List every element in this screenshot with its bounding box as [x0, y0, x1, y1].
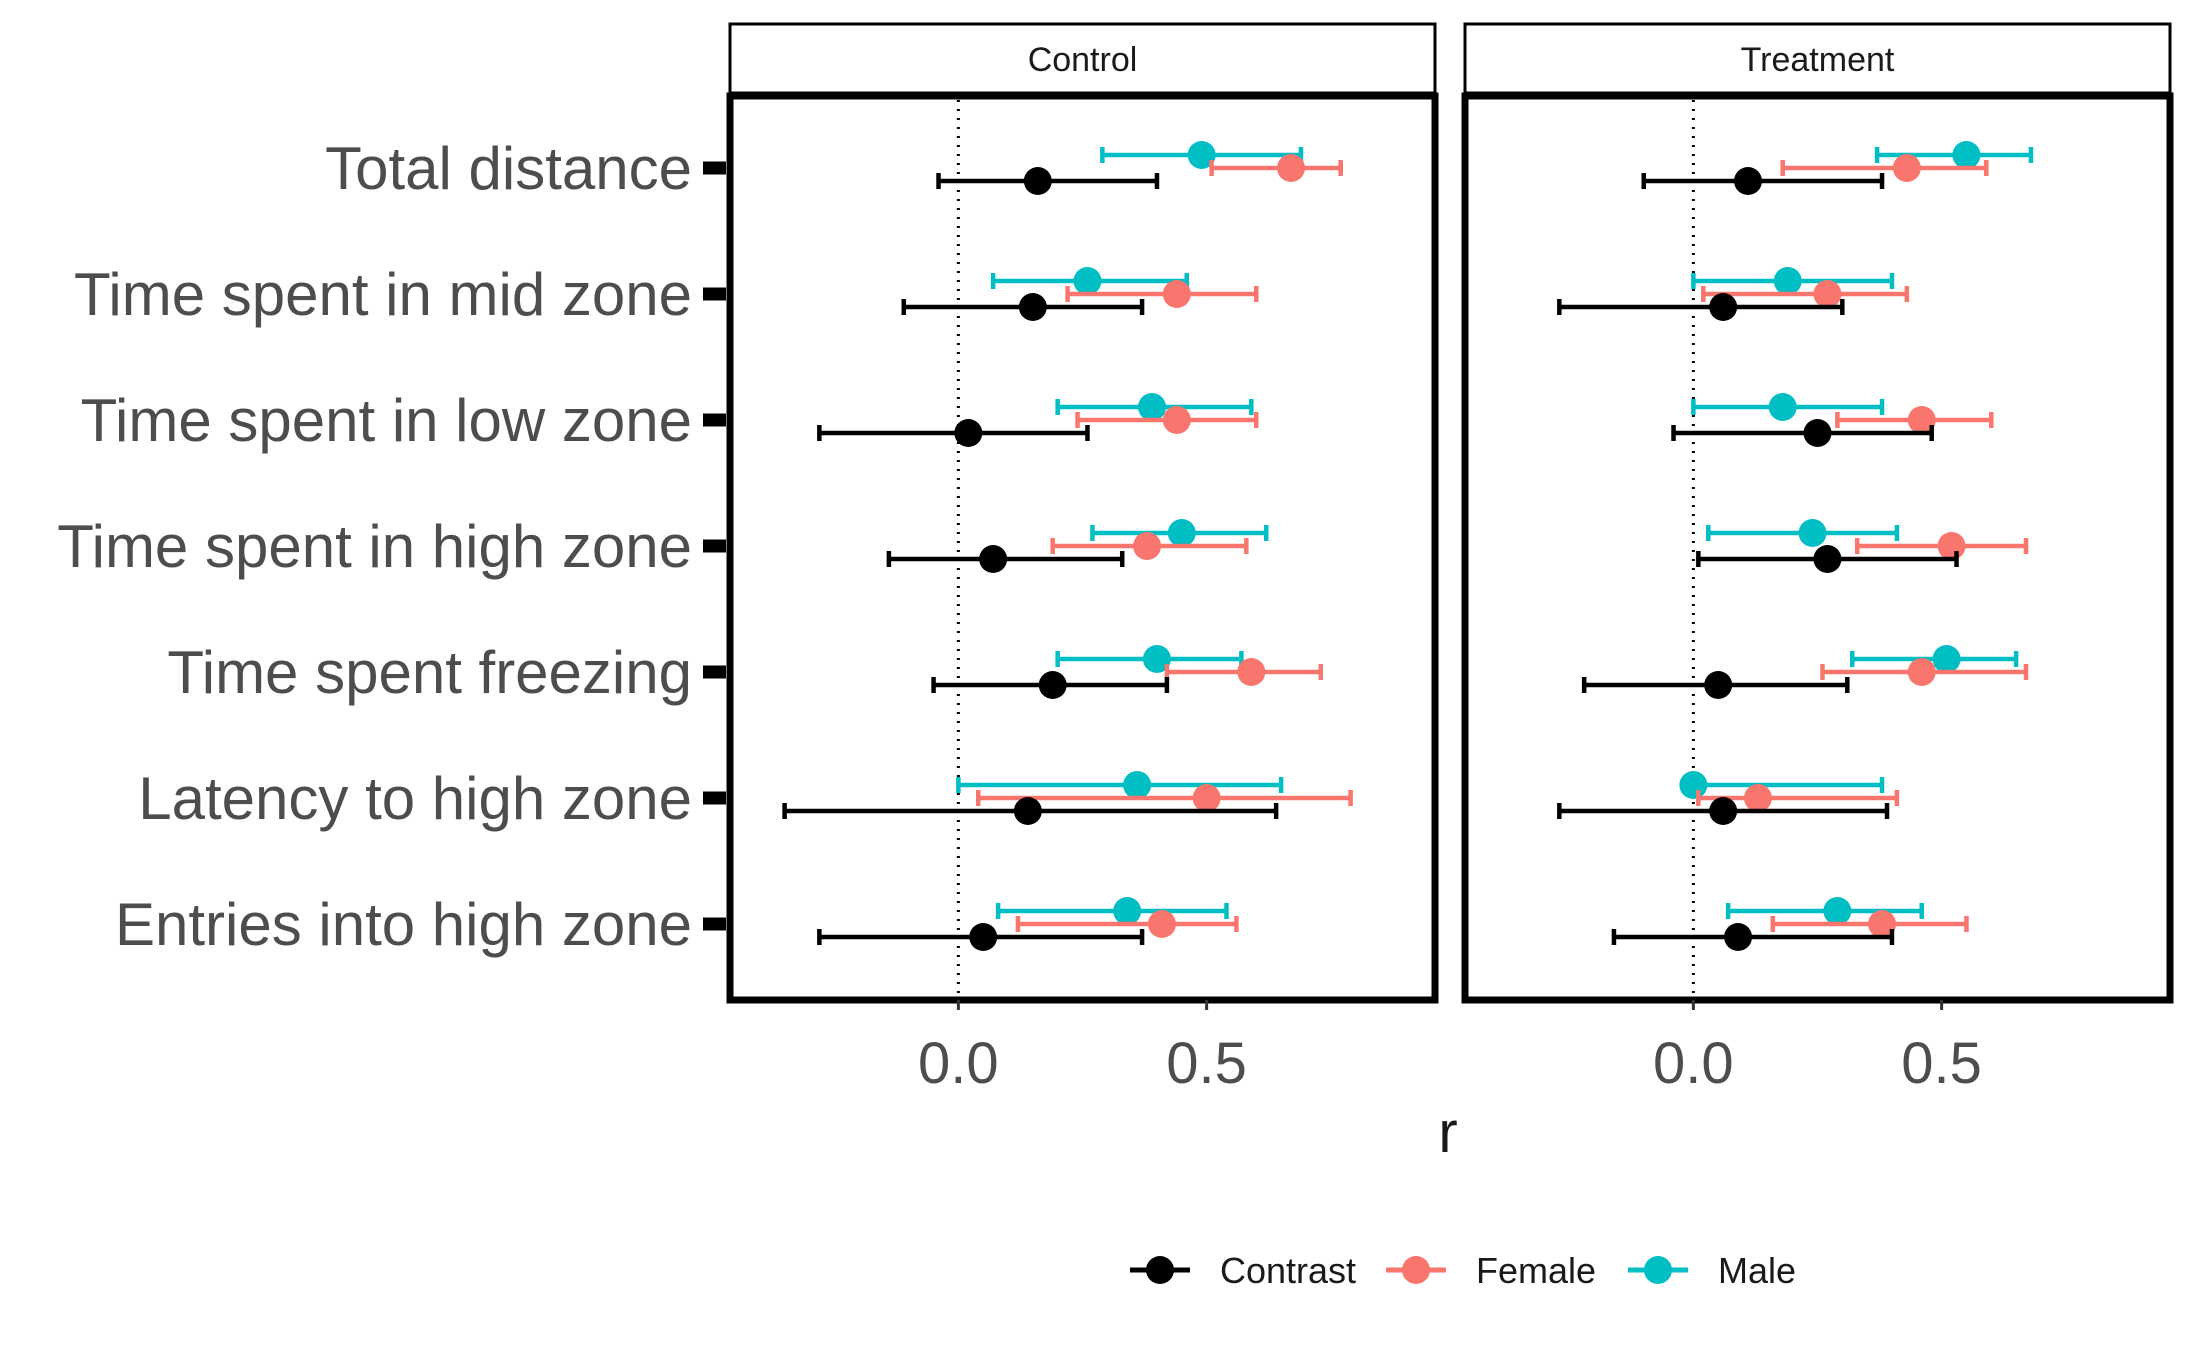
point-estimate: [1803, 419, 1832, 447]
point-estimate: [1277, 154, 1306, 182]
point-estimate: [1147, 910, 1176, 938]
x-tick-label: 0.0: [918, 1031, 999, 1096]
facet-control: Control 0.0 0.5: [726, 22, 1439, 1096]
point-estimate: [1932, 645, 1961, 673]
legend: Contrast Female Male: [1130, 1250, 1796, 1291]
x-tick-label: 0.5: [1166, 1031, 1247, 1096]
point-estimate: [1704, 671, 1733, 699]
point-estimate: [1138, 393, 1167, 421]
point-estimate: [969, 923, 998, 951]
category-label: Time spent in high zone: [57, 513, 692, 580]
facets-layer: Control 0.0 0.5 Treatment 0.0 0.5: [726, 22, 2174, 1096]
point-estimate: [1709, 293, 1738, 321]
point-estimate: [1123, 771, 1152, 799]
point-estimate: [1073, 267, 1102, 295]
series-male: [1679, 141, 2034, 925]
point-estimate: [1018, 293, 1047, 321]
legend-label: Male: [1718, 1250, 1796, 1291]
point-estimate: [1813, 280, 1842, 308]
legend-label: Contrast: [1220, 1250, 1356, 1291]
series-male: [956, 141, 1304, 925]
point-estimate: [954, 419, 983, 447]
point-estimate: [1162, 280, 1191, 308]
point-estimate: [1038, 671, 1067, 699]
point-estimate: [1679, 771, 1708, 799]
category-label: Time spent in mid zone: [74, 261, 692, 328]
category-label: Entries into high zone: [115, 891, 692, 958]
point-estimate: [1937, 532, 1966, 560]
point-estimate: [1823, 897, 1852, 925]
point-estimate: [1773, 267, 1802, 295]
legend-item-male: Male: [1628, 1250, 1796, 1291]
point-estimate: [1743, 784, 1772, 812]
facet-treatment: Treatment 0.0 0.5: [1461, 22, 2174, 1096]
point-estimate: [1113, 897, 1142, 925]
point-estimate: [1952, 141, 1981, 169]
point-estimate: [1813, 545, 1842, 573]
x-tick-label: 0.0: [1653, 1031, 1734, 1096]
point-estimate: [1192, 784, 1221, 812]
point-estimate: [1724, 923, 1753, 951]
facet-strip: [1463, 22, 2172, 95]
point-estimate: [1133, 532, 1162, 560]
point-estimate: [1167, 519, 1196, 547]
category-label: Total distance: [325, 135, 692, 202]
point-estimate: [1237, 658, 1266, 686]
category-labels: Total distance Time spent in mid zone Time…: [57, 135, 726, 958]
facet-strip: [728, 22, 1437, 95]
legend-label: Female: [1476, 1250, 1596, 1291]
panel-border: [1461, 92, 2174, 1004]
point-estimate: [1162, 406, 1191, 434]
facet-strip-label: Treatment: [1741, 41, 1895, 79]
series-contrast: [1557, 167, 1959, 951]
point-estimate: [1733, 167, 1762, 195]
point-estimate: [1868, 910, 1897, 938]
point-estimate: [1907, 406, 1936, 434]
category-label: Time spent in low zone: [81, 387, 692, 454]
series-contrast: [782, 167, 1279, 951]
point-estimate: [1907, 658, 1936, 686]
point-estimate: [1892, 154, 1921, 182]
category-label: Latency to high zone: [138, 765, 692, 832]
x-axis-title: r: [1438, 1100, 1457, 1165]
point-estimate: [979, 545, 1008, 573]
legend-key-point: [1146, 1256, 1174, 1284]
legend-key-point: [1402, 1256, 1430, 1284]
panel-border: [726, 92, 1439, 1004]
category-label: Time spent freezing: [167, 639, 692, 706]
facet-strip-label: Control: [1028, 41, 1138, 79]
legend-item-contrast: Contrast: [1130, 1250, 1356, 1291]
point-estimate: [1709, 797, 1738, 825]
legend-item-female: Female: [1386, 1250, 1596, 1291]
series-female: [975, 154, 1353, 938]
point-estimate: [1187, 141, 1216, 169]
point-estimate: [1768, 393, 1797, 421]
point-estimate: [1142, 645, 1171, 673]
series-female: [1696, 154, 2029, 938]
point-estimate: [1023, 167, 1052, 195]
point-estimate: [1013, 797, 1042, 825]
point-estimate: [1798, 519, 1827, 547]
legend-key-point: [1644, 1256, 1672, 1284]
x-tick-label: 0.5: [1901, 1031, 1982, 1096]
